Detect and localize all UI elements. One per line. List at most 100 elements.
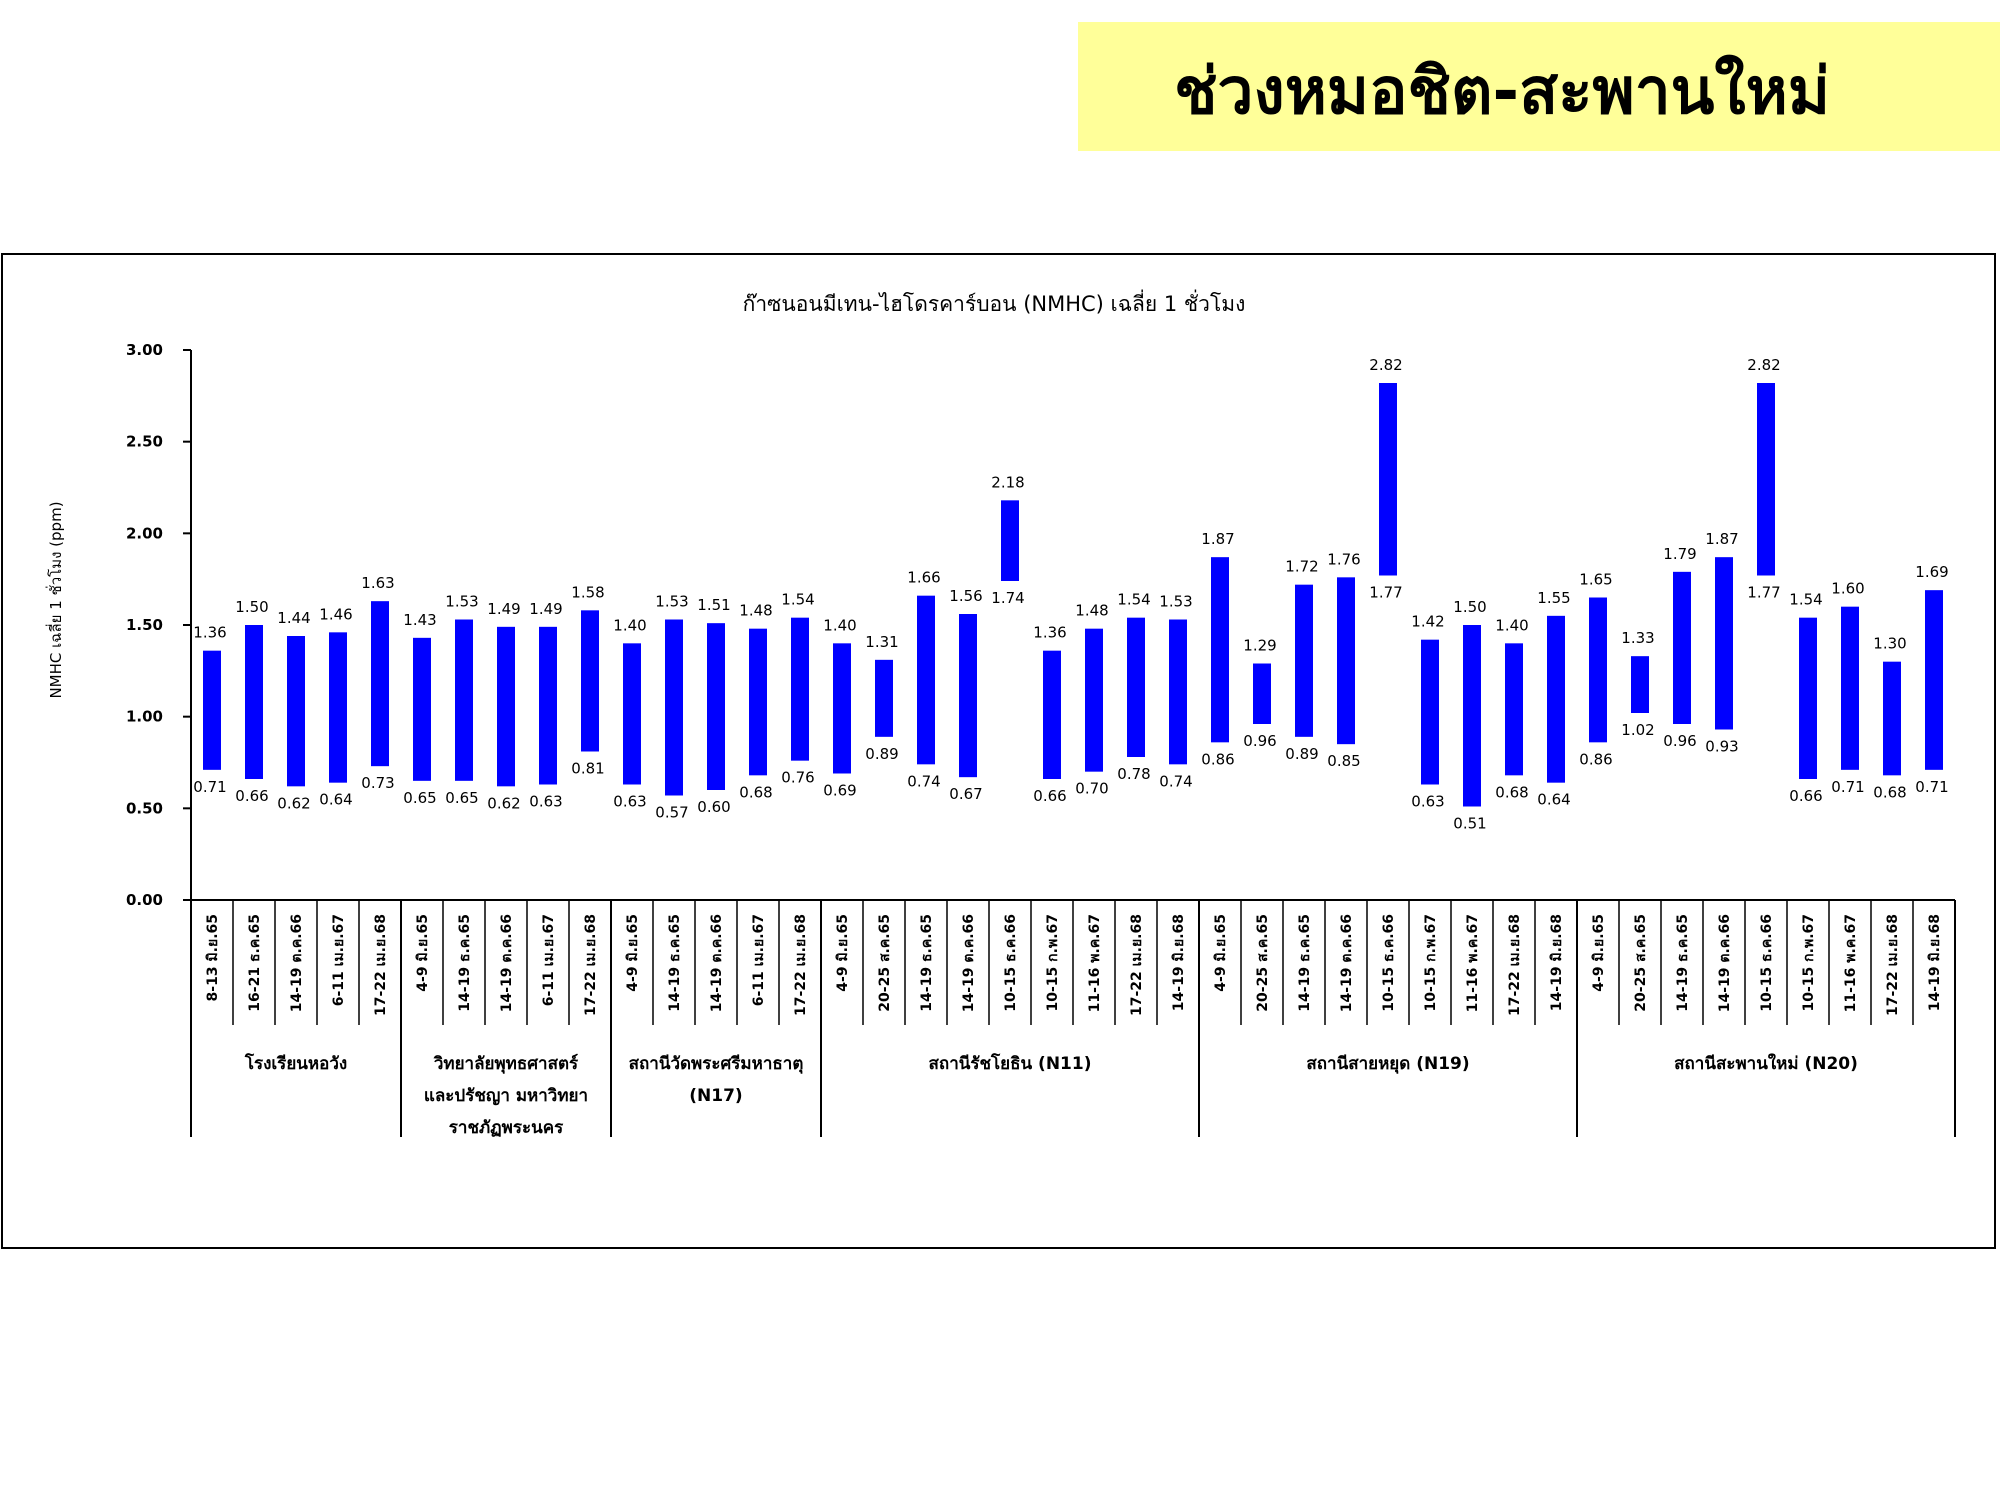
bar bbox=[1715, 557, 1733, 730]
data-label-high: 1.36 bbox=[193, 624, 226, 642]
data-label-low: 0.68 bbox=[739, 783, 772, 801]
data-label-low: 0.65 bbox=[403, 789, 436, 807]
data-label-high: 1.60 bbox=[1831, 580, 1864, 598]
bar bbox=[497, 626, 515, 787]
group-label: สถานีสายหยุด (N19) bbox=[1306, 1053, 1469, 1074]
data-label-low: 0.66 bbox=[235, 787, 268, 805]
data-label-low: 0.63 bbox=[613, 793, 646, 811]
data-label-high: 1.69 bbox=[1915, 563, 1948, 581]
data-label-high: 1.54 bbox=[1117, 591, 1150, 609]
bar bbox=[917, 595, 935, 765]
x-tick-label: 14-19 มิ.ย.68 bbox=[1171, 914, 1187, 1011]
x-tick-label: 14-19 ธ.ค.65 bbox=[1675, 914, 1691, 1012]
data-label-low: 0.57 bbox=[655, 804, 688, 822]
group-label: โรงเรียนหอวัง bbox=[244, 1053, 347, 1074]
bar bbox=[1463, 625, 1481, 807]
x-tick-label: 14-19 ต.ค.66 bbox=[1717, 914, 1733, 1012]
x-tick-label: 14-19 ธ.ค.65 bbox=[667, 914, 683, 1012]
data-label-low: 0.71 bbox=[193, 778, 226, 796]
data-label-high: 1.29 bbox=[1243, 637, 1276, 655]
data-label-low: 0.96 bbox=[1243, 732, 1276, 750]
data-label-high: 1.63 bbox=[361, 574, 394, 592]
bar bbox=[1841, 606, 1859, 770]
data-label-high: 1.43 bbox=[403, 611, 436, 629]
data-label-low: 0.65 bbox=[445, 789, 478, 807]
bar bbox=[749, 628, 767, 776]
bar bbox=[1253, 663, 1271, 724]
bar bbox=[413, 637, 431, 781]
data-label-high: 1.66 bbox=[907, 569, 940, 587]
data-label-high: 1.50 bbox=[1453, 598, 1486, 616]
y-tick-label: 2.00 bbox=[126, 524, 163, 542]
data-label-high: 2.18 bbox=[991, 473, 1024, 491]
data-label-high: 1.46 bbox=[319, 605, 352, 623]
group-label: สถานีสะพานใหม่ (N20) bbox=[1674, 1053, 1858, 1074]
data-label-high: 1.33 bbox=[1621, 629, 1654, 647]
bar bbox=[539, 626, 557, 785]
y-tick-label: 2.50 bbox=[126, 433, 163, 451]
data-label-high: 1.54 bbox=[1789, 591, 1822, 609]
x-tick-label: 10-15 ธ.ค.66 bbox=[1759, 914, 1775, 1012]
bar bbox=[707, 623, 725, 790]
bar bbox=[833, 643, 851, 774]
group-label: (N17) bbox=[689, 1086, 742, 1106]
data-label-high: 2.82 bbox=[1369, 356, 1402, 374]
data-label-low: 0.64 bbox=[319, 791, 352, 809]
data-label-low: 0.89 bbox=[865, 745, 898, 763]
data-label-low: 0.71 bbox=[1831, 778, 1864, 796]
x-tick-label: 14-19 ต.ค.66 bbox=[289, 914, 305, 1012]
x-tick-label: 14-19 ธ.ค.65 bbox=[457, 914, 473, 1012]
x-tick-label: 17-22 เม.ย.68 bbox=[373, 914, 389, 1016]
x-tick-label: 20-25 ส.ค.65 bbox=[1255, 914, 1271, 1012]
data-label-high: 1.53 bbox=[1159, 593, 1192, 611]
bar bbox=[623, 643, 641, 785]
data-label-low: 0.70 bbox=[1075, 780, 1108, 798]
data-label-high: 1.87 bbox=[1705, 530, 1738, 548]
bar bbox=[1589, 597, 1607, 743]
data-label-low: 0.76 bbox=[781, 769, 814, 787]
bar bbox=[959, 614, 977, 778]
bar bbox=[1043, 650, 1061, 779]
bar bbox=[1421, 639, 1439, 785]
data-label-low: 0.73 bbox=[361, 774, 394, 792]
bar bbox=[1169, 619, 1187, 765]
x-tick-label: 4-9 มิ.ย.65 bbox=[1591, 914, 1607, 992]
data-label-high: 1.48 bbox=[739, 602, 772, 620]
data-label-high: 1.49 bbox=[487, 600, 520, 618]
x-tick-label: 6-11 เม.ย.67 bbox=[751, 914, 767, 1006]
y-tick-label: 3.00 bbox=[126, 341, 163, 359]
x-tick-label: 4-9 มิ.ย.65 bbox=[1213, 914, 1229, 992]
data-label-high: 1.31 bbox=[865, 633, 898, 651]
data-label-low: 0.62 bbox=[487, 794, 520, 812]
bar bbox=[329, 632, 347, 783]
y-tick-label: 1.00 bbox=[126, 708, 163, 726]
group-label: ราชภัฏพระนคร bbox=[449, 1118, 564, 1138]
x-tick-label: 17-22 เม.ย.68 bbox=[1507, 914, 1523, 1016]
data-label-high: 1.87 bbox=[1201, 530, 1234, 548]
data-label-low: 0.62 bbox=[277, 794, 310, 812]
data-label-low: 0.66 bbox=[1033, 787, 1066, 805]
x-tick-label: 14-19 ต.ค.66 bbox=[709, 914, 725, 1012]
data-label-low: 0.74 bbox=[907, 772, 940, 790]
x-tick-label: 17-22 เม.ย.68 bbox=[793, 914, 809, 1016]
data-label-high: 1.40 bbox=[1495, 616, 1528, 634]
x-tick-label: 14-19 ต.ค.66 bbox=[961, 914, 977, 1012]
bar bbox=[1127, 617, 1145, 757]
x-tick-label: 17-22 เม.ย.68 bbox=[583, 914, 599, 1016]
data-label-low: 1.02 bbox=[1621, 721, 1654, 739]
title-banner: ช่วงหมอชิต-สะพานใหม่ bbox=[1078, 22, 2000, 151]
x-tick-label: 4-9 มิ.ย.65 bbox=[835, 914, 851, 992]
data-label-high: 2.82 bbox=[1747, 356, 1780, 374]
data-label-high: 1.56 bbox=[949, 587, 982, 605]
data-label-high: 1.76 bbox=[1327, 550, 1360, 568]
bar bbox=[287, 636, 305, 787]
x-tick-label: 6-11 เม.ย.67 bbox=[541, 914, 557, 1006]
x-tick-label: 11-16 พ.ค.67 bbox=[1843, 914, 1859, 1012]
nmhc-chart: ก๊าซนอนมีเทน-ไฮโดรคาร์บอน (NMHC) เฉลี่ย … bbox=[45, 289, 1956, 1138]
data-label-high: 1.54 bbox=[781, 591, 814, 609]
x-tick-label: 14-19 ธ.ค.65 bbox=[1297, 914, 1313, 1012]
bar bbox=[1211, 557, 1229, 743]
data-label-high: 1.79 bbox=[1663, 545, 1696, 563]
x-tick-label: 14-19 ต.ค.66 bbox=[1339, 914, 1355, 1012]
bar bbox=[1505, 643, 1523, 776]
